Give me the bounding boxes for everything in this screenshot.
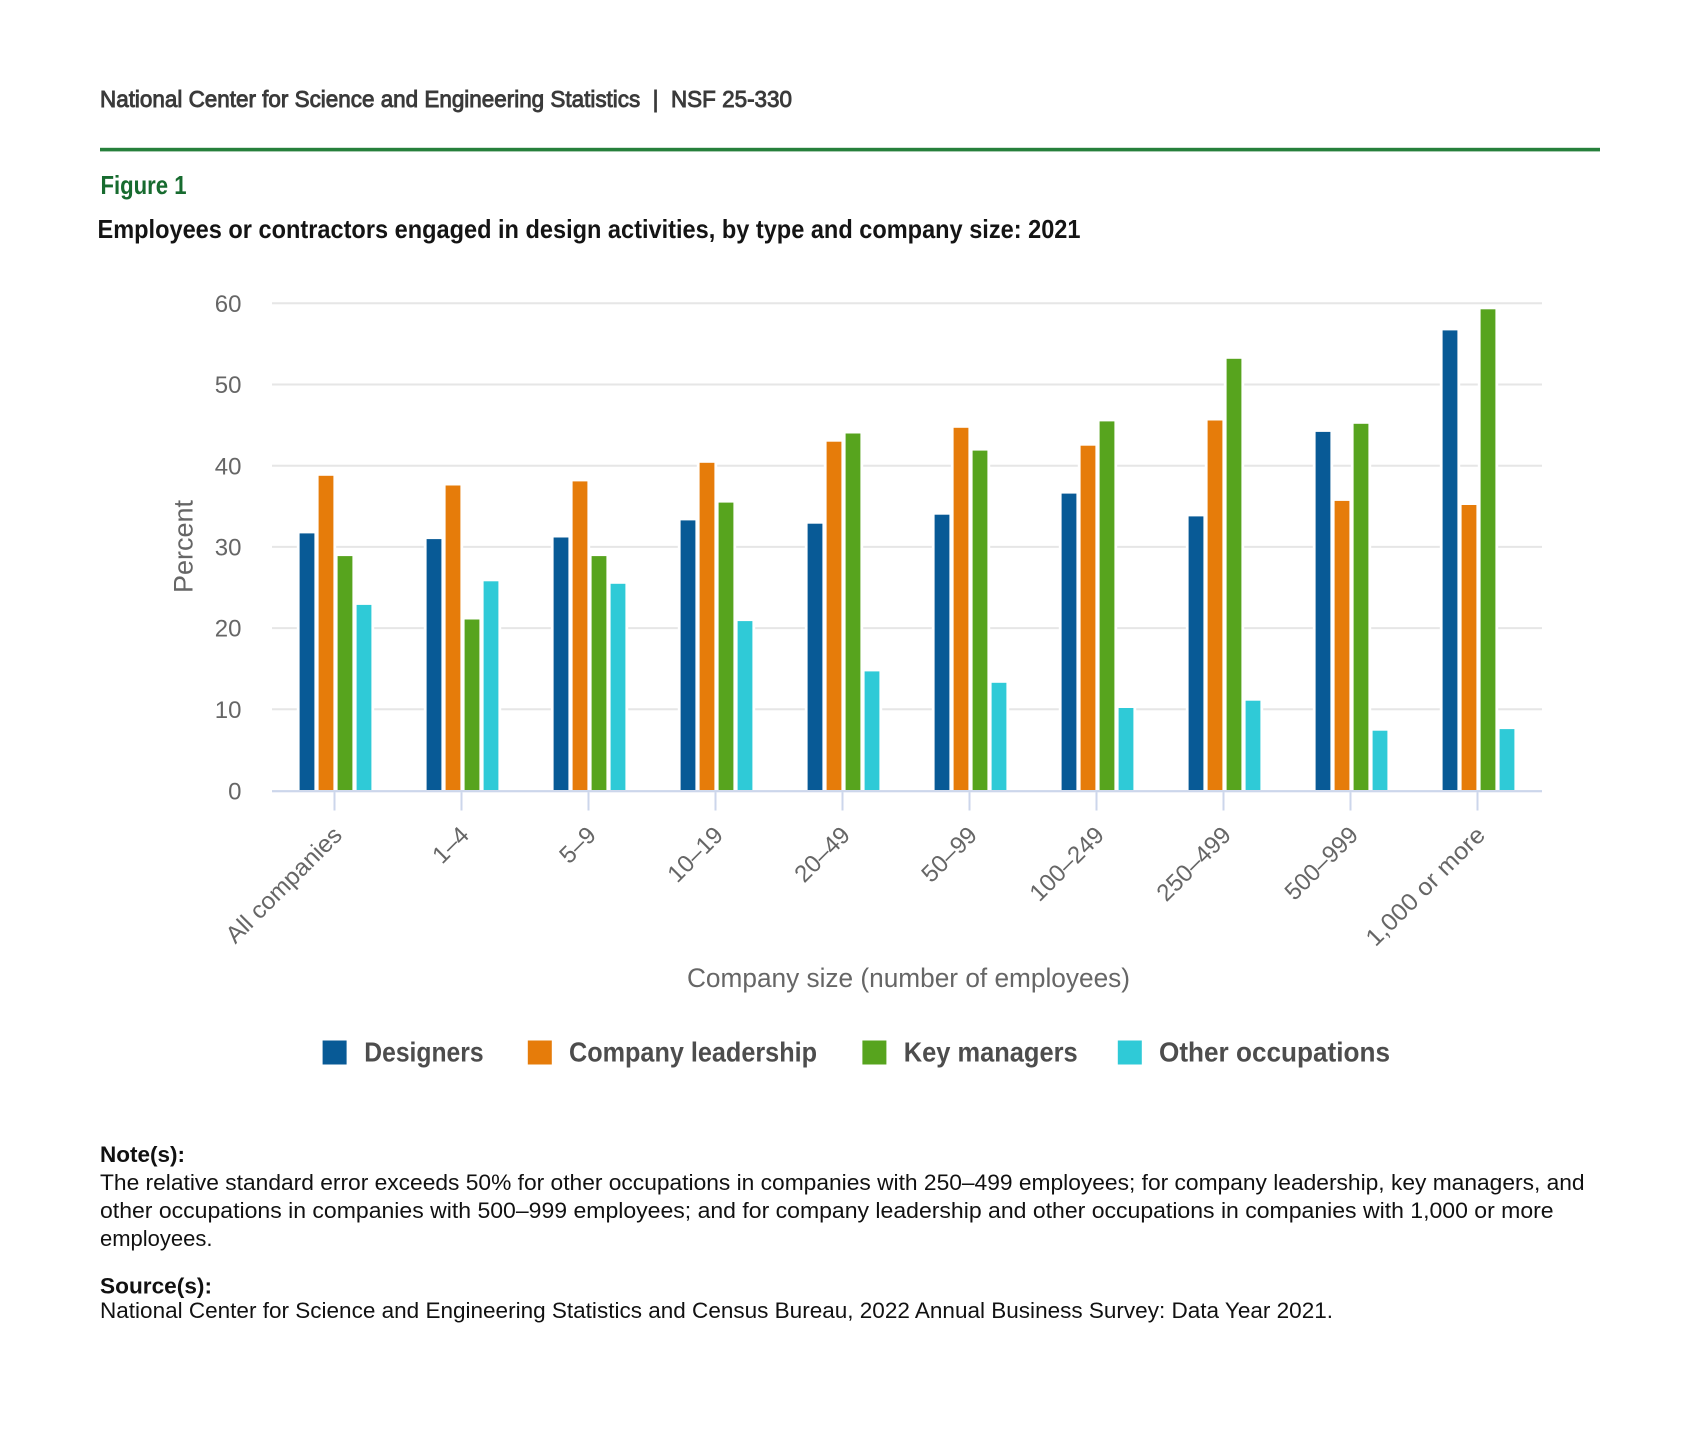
- svg-text:The relative standard error ex: The relative standard error exceeds 50% …: [100, 1170, 1585, 1195]
- svg-text:National Center for Science an: National Center for Science and Engineer…: [100, 86, 792, 112]
- svg-text:Employees or contractors engag: Employees or contractors engaged in desi…: [98, 214, 1081, 244]
- svg-text:40: 40: [215, 453, 242, 480]
- svg-text:10: 10: [215, 697, 242, 724]
- svg-text:50: 50: [215, 372, 242, 399]
- svg-text:Company leadership: Company leadership: [569, 1037, 817, 1068]
- svg-text:National Center for Science an: National Center for Science and Engineer…: [100, 1298, 1333, 1323]
- svg-text:50–99: 50–99: [916, 822, 982, 888]
- svg-text:250–499: 250–499: [1152, 822, 1237, 907]
- svg-text:10–19: 10–19: [662, 822, 728, 888]
- svg-text:20–49: 20–49: [789, 822, 855, 888]
- svg-text:0: 0: [228, 779, 241, 806]
- svg-text:1–4: 1–4: [427, 822, 474, 869]
- svg-text:60: 60: [215, 291, 242, 318]
- svg-text:Note(s):: Note(s):: [100, 1142, 185, 1167]
- svg-text:Source(s):: Source(s):: [100, 1273, 212, 1298]
- svg-text:Designers: Designers: [364, 1037, 483, 1068]
- svg-text:employees.: employees.: [100, 1226, 213, 1251]
- svg-text:1,000 or more: 1,000 or more: [1361, 822, 1491, 952]
- svg-text:100–249: 100–249: [1025, 822, 1110, 907]
- svg-text:20: 20: [215, 616, 242, 643]
- svg-text:Key managers: Key managers: [904, 1037, 1078, 1068]
- svg-text:500–999: 500–999: [1280, 822, 1364, 906]
- svg-text:5–9: 5–9: [554, 822, 601, 869]
- svg-text:Company size (number of employ: Company size (number of employees): [687, 963, 1130, 993]
- svg-text:Percent: Percent: [169, 499, 199, 593]
- svg-text:Other occupations: Other occupations: [1159, 1037, 1390, 1068]
- svg-text:Figure 1: Figure 1: [101, 170, 187, 200]
- svg-text:other occupations in companies: other occupations in companies with 500–…: [100, 1198, 1554, 1223]
- svg-text:All companies: All companies: [220, 822, 347, 949]
- svg-text:30: 30: [215, 535, 242, 562]
